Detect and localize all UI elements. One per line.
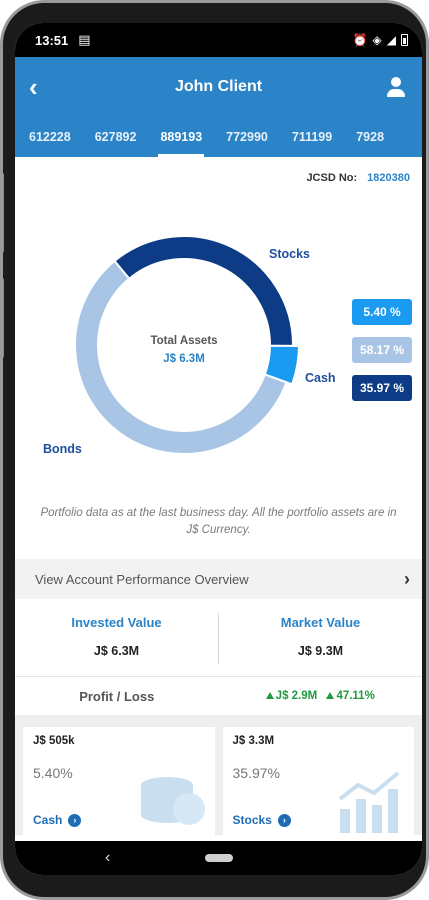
percent-badge-stocks: 35.97 %	[352, 375, 412, 401]
cash-card[interactable]: J$ 505k 5.40% Cash ›	[23, 727, 215, 835]
nav-home-button[interactable]	[204, 854, 233, 862]
cash-link-label: Cash	[33, 813, 63, 827]
user-icon[interactable]	[384, 75, 408, 99]
status-time: 13:51	[35, 32, 69, 48]
stocks-link[interactable]: Stocks ›	[233, 813, 291, 827]
alarm-icon: ⏰	[352, 33, 368, 47]
invested-value-label: Invested Value	[71, 615, 162, 630]
invested-value-col: Invested Value J$ 6.3M	[15, 601, 218, 676]
tab-account[interactable]: 627892	[94, 130, 137, 144]
coins-icon	[140, 777, 205, 825]
signal-icon: ◢	[386, 33, 396, 47]
jcsd-label: JCSD No:	[306, 172, 358, 184]
cash-percent: 5.40%	[33, 765, 73, 781]
total-assets-label: Total Assets	[150, 335, 218, 347]
value-summary: Invested Value J$ 6.3M Market Value J$ 9…	[15, 601, 422, 677]
notification-icon: ▤	[78, 32, 91, 47]
donut-slice-stocks[interactable]	[113, 235, 294, 347]
tab-account[interactable]: 772990	[226, 130, 268, 144]
arrow-right-circle-icon: ›	[277, 813, 291, 827]
chart-label-stocks: Stocks	[269, 247, 310, 261]
asset-cards: J$ 505k 5.40% Cash › J$ 3.3M 35.97%	[15, 719, 422, 835]
chevron-right-icon: ›	[404, 568, 410, 589]
growth-chart-icon	[338, 771, 400, 833]
profit-loss-amount: J$ 2.9M	[275, 690, 318, 702]
donut-svg	[74, 235, 301, 455]
screen: 13:51 ▤ ⏰ ◈ ◢ ‹ John Client 612228 62789…	[15, 23, 422, 875]
market-value: J$ 9.3M	[297, 644, 344, 658]
jcsd-row: JCSD No: 1820380	[15, 157, 422, 187]
market-value-col: Market Value J$ 9.3M	[218, 613, 422, 664]
stocks-percent: 35.97%	[232, 765, 280, 781]
jcsd-value: 1820380	[367, 172, 410, 184]
android-nav-bar: ‹	[15, 841, 422, 875]
performance-label: View Account Performance Overview	[35, 571, 249, 587]
profit-loss-values: J$ 2.9M 47.11%	[219, 690, 423, 702]
back-arrow-icon[interactable]: ‹	[29, 72, 38, 102]
nav-back-icon[interactable]: ‹	[105, 849, 111, 866]
app-bar: ‹ John Client	[15, 57, 422, 117]
tab-account[interactable]: 7928	[356, 130, 385, 144]
asset-donut-chart: Stocks Cash Bonds Total Assets J$ 6.3M 5…	[15, 187, 422, 505]
total-assets-value: J$ 6.3M	[163, 353, 205, 365]
tab-account[interactable]: 711199	[291, 130, 333, 144]
invested-value: J$ 6.3M	[93, 644, 140, 658]
cash-amount: J$ 505k	[33, 735, 75, 747]
battery-icon	[401, 34, 408, 46]
stocks-amount: J$ 3.3M	[232, 735, 275, 747]
up-triangle-icon	[265, 692, 274, 699]
page-title: John Client	[174, 78, 263, 95]
volume-button	[3, 173, 4, 253]
stocks-link-label: Stocks	[232, 813, 272, 827]
chart-label-bonds: Bonds	[43, 442, 82, 456]
tab-account-active[interactable]: 889193	[148, 117, 214, 157]
percent-badge-bonds: 58.17 %	[352, 337, 412, 363]
tab-account[interactable]: 612228	[29, 130, 71, 144]
profit-loss-label: Profit / Loss	[79, 688, 155, 704]
donut-slice-bonds[interactable]	[74, 259, 288, 455]
cash-link[interactable]: Cash ›	[33, 813, 82, 827]
arrow-right-circle-icon: ›	[68, 813, 82, 827]
chart-label-cash: Cash	[305, 371, 336, 385]
up-triangle-icon	[326, 692, 335, 699]
percent-badge-cash: 5.40 %	[352, 299, 412, 325]
market-value-label: Market Value	[280, 615, 361, 630]
profit-loss-row: Profit / Loss J$ 2.9M 47.11%	[15, 677, 422, 719]
performance-overview-row[interactable]: View Account Performance Overview ›	[15, 559, 422, 599]
profit-loss-percent: 47.11%	[336, 690, 375, 702]
power-button	[3, 278, 4, 358]
wifi-icon: ◈	[372, 33, 382, 47]
status-bar: 13:51 ▤ ⏰ ◈ ◢	[15, 23, 422, 57]
portfolio-note: Portfolio data as at the last business d…	[40, 507, 397, 536]
stocks-card[interactable]: J$ 3.3M 35.97% Stocks ›	[222, 727, 414, 835]
account-tabs: 612228 627892 889193 772990 711199 7928	[15, 117, 422, 157]
